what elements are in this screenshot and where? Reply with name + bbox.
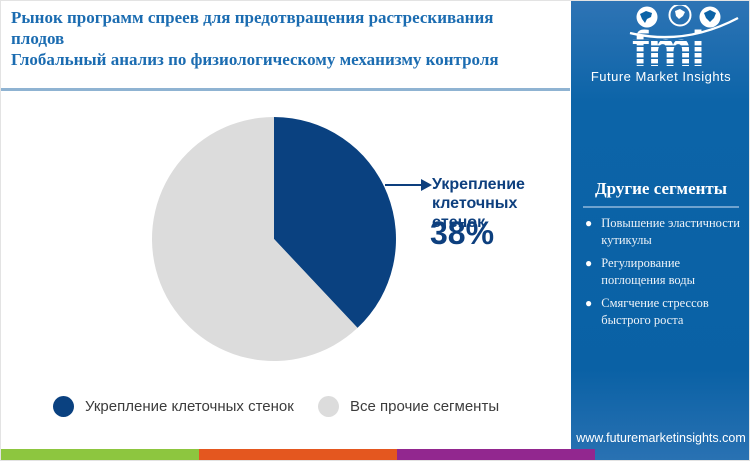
bullet-icon: ● [585, 256, 593, 270]
callout-label: Укрепление клеточных стенок [432, 176, 525, 231]
logo-map-icon-asia [668, 5, 692, 27]
bullet-text-2: Регулирование поглощения воды [601, 256, 696, 287]
bullet-text-3: Смягчение стрессов быстрого роста [601, 296, 709, 327]
website-link[interactable]: www.futuremarketinsights.com [576, 431, 746, 445]
footer-strip-orange [199, 449, 397, 460]
pie-chart [151, 116, 396, 361]
legend-item-other: Все прочие сегменты [318, 396, 499, 417]
list-item: ● Смягчение стрессов быстрого роста [585, 295, 743, 329]
page-title-line1: Рынок программ спреев для предотвращения… [11, 8, 494, 48]
sidebar-heading: Другие сегменты [594, 179, 728, 198]
pie-slice [274, 117, 396, 328]
sidebar-heading-rule [583, 206, 739, 208]
logo-globe-icon [699, 6, 721, 28]
page-title-line2: Глобальный анализ по физиологическому ме… [11, 50, 499, 69]
callout-arrow-icon [421, 179, 432, 191]
title-divider [1, 88, 570, 91]
footer-strip-purple [397, 449, 595, 460]
legend-dot-other [318, 396, 339, 417]
pie-chart-container [149, 114, 399, 364]
sidebar: fmi Future Market Insights Другие сегмен… [571, 1, 749, 460]
sidebar-bullet-list: ● Повышение эластичности кутикулы ● Регули… [585, 215, 743, 335]
bullet-text-1: Повышение эластичности кутикулы [601, 216, 740, 247]
logo-map-icon-americas [636, 6, 658, 28]
footer-strip-green [1, 449, 199, 460]
legend-dot-cell-wall [53, 396, 74, 417]
pie-slice [151, 116, 358, 361]
page-title: Рынок программ спреев для предотвращения… [11, 7, 539, 70]
callout-connector-line [385, 184, 423, 186]
legend-label-other: Все прочие сегменты [350, 398, 500, 415]
fmi-logo: fmi [629, 5, 739, 69]
list-item: ● Повышение эластичности кутикулы [585, 215, 743, 249]
bullet-icon: ● [585, 296, 593, 310]
bullet-icon: ● [585, 216, 593, 230]
footer-color-strip [1, 449, 595, 460]
logo-swoosh [629, 16, 739, 39]
logo-subtext: Future Market Insights [590, 69, 732, 84]
legend-item-cell-wall: Укрепление клеточных стенок [53, 396, 294, 417]
legend-label-cell-wall: Укрепление клеточных стенок [85, 398, 294, 415]
logo-text: fmi [632, 21, 704, 69]
list-item: ● Регулирование поглощения воды [585, 255, 743, 289]
callout-value: 38% [430, 215, 495, 251]
